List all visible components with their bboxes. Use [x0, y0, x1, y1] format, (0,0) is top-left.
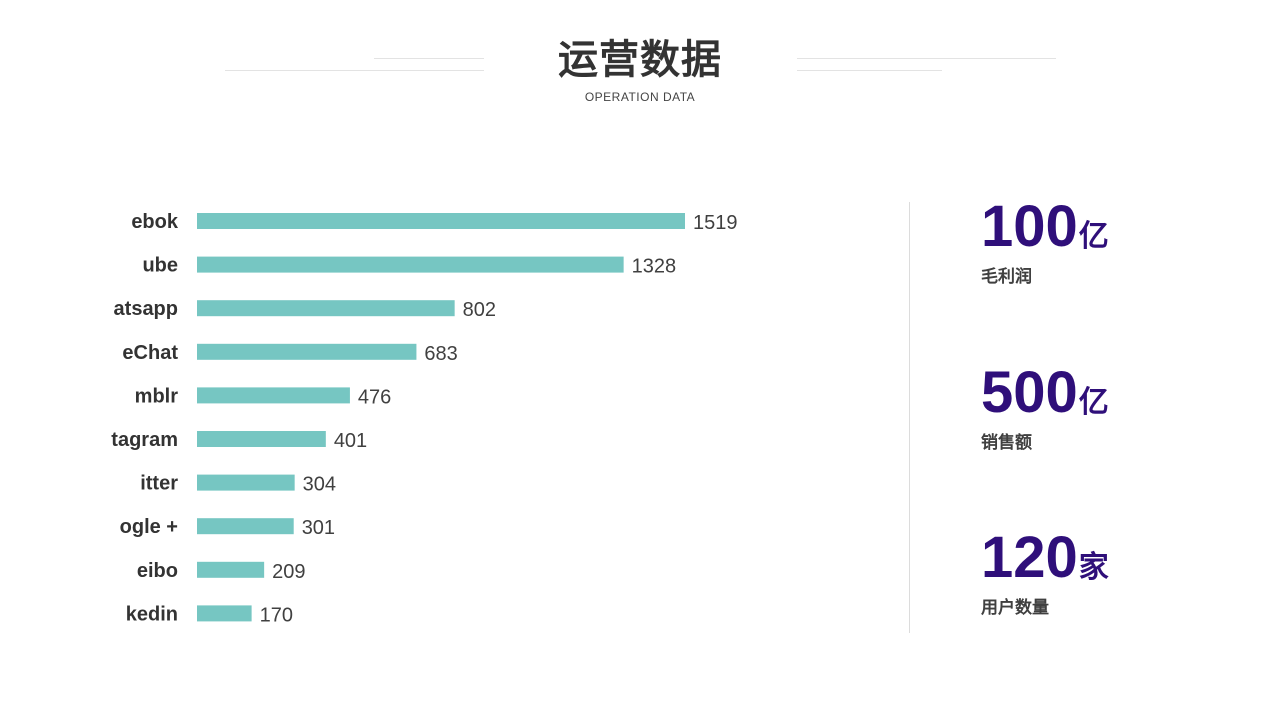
header-line-right-top	[797, 58, 1056, 59]
category-label: eibo	[137, 560, 178, 582]
stat-unit: 家	[1078, 550, 1109, 585]
bar	[197, 474, 295, 491]
category-label: kedin	[126, 603, 178, 625]
value-label: 476	[358, 386, 391, 408]
value-label: 301	[302, 517, 335, 539]
value-label: 209	[272, 561, 305, 583]
stat-value-row: 120 家	[981, 529, 1109, 591]
value-label: 304	[303, 474, 336, 496]
value-label: 170	[260, 604, 293, 626]
header-line-left-bottom	[225, 70, 484, 71]
value-label: 401	[334, 430, 367, 452]
stat-number: 120	[981, 525, 1078, 590]
stat-label: 毛利润	[981, 267, 1032, 287]
value-label: 802	[463, 299, 496, 321]
bar	[197, 387, 350, 404]
bar	[197, 213, 685, 229]
stat-users: 120 家 用户数量	[981, 529, 1109, 619]
stat-label: 销售额	[981, 433, 1032, 453]
category-label: ube	[142, 255, 178, 277]
bar-chart: ebok 1519 ube 1328 atsapp 802 eChat 683 mblr 476 t…	[111, 211, 738, 626]
category-label: mblr	[135, 385, 179, 407]
bar	[197, 256, 624, 273]
page-subtitle: OPERATION DATA	[584, 90, 696, 104]
category-label: itter	[140, 473, 178, 495]
bar	[197, 343, 417, 360]
bar	[197, 431, 326, 447]
header-line-left-top	[374, 58, 484, 59]
stat-gross-profit: 100 亿 毛利润	[981, 198, 1109, 288]
category-label: eChat	[122, 342, 178, 364]
stat-sales: 500 亿 销售额	[981, 364, 1109, 454]
bar	[197, 300, 455, 317]
value-label: 1328	[632, 256, 677, 278]
stat-number: 100	[981, 194, 1078, 259]
value-label: 683	[424, 343, 457, 365]
stat-value-row: 100 亿	[981, 198, 1109, 260]
stat-label: 用户数量	[981, 598, 1049, 618]
category-label: atsapp	[114, 298, 178, 320]
bar	[197, 561, 265, 578]
stat-unit: 亿	[1078, 385, 1109, 420]
category-label: ogle +	[120, 516, 178, 538]
bar	[197, 518, 294, 535]
category-label: ebok	[131, 211, 179, 233]
stat-number: 500	[981, 360, 1078, 425]
stat-value-row: 500 亿	[981, 364, 1109, 426]
stat-unit: 亿	[1078, 219, 1109, 254]
category-label: tagram	[111, 429, 178, 451]
vertical-divider	[909, 202, 910, 633]
page-title: 运营数据	[558, 37, 722, 83]
bar	[197, 605, 252, 622]
header-line-right-bottom	[797, 70, 942, 71]
value-label: 1519	[693, 212, 738, 234]
